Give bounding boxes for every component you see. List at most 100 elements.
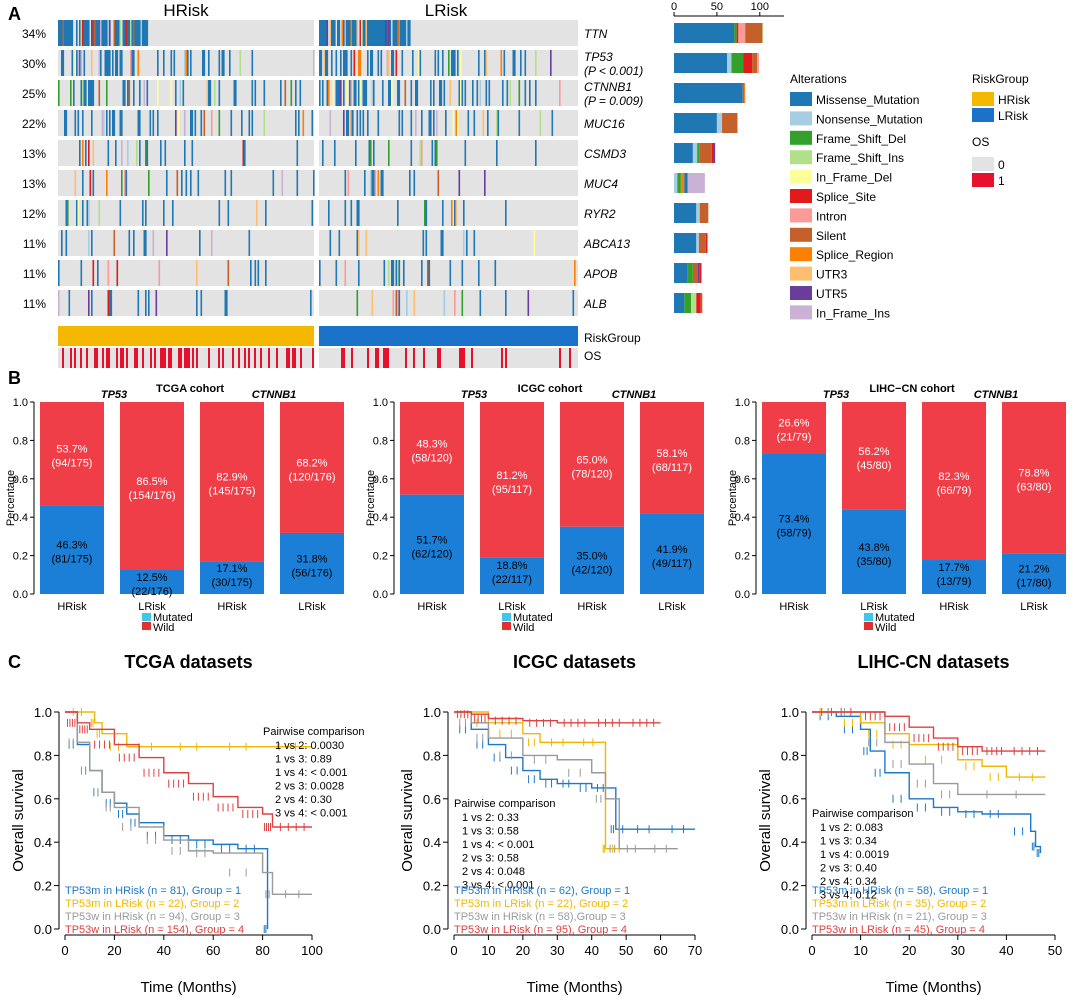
mutation-mark: [166, 170, 168, 196]
os-event-mark: [312, 348, 314, 368]
mutation-mark: [106, 50, 108, 76]
x-category-label: LRisk: [138, 601, 166, 613]
os-track-label: OS: [584, 349, 601, 363]
mutation-mark: [380, 50, 383, 76]
wild-frac-label: (78/120): [572, 468, 613, 480]
mutation-mark: [248, 110, 251, 136]
os-swatch: [972, 157, 994, 171]
wild-pct-label: 53.7%: [56, 444, 87, 456]
mutation-mark: [374, 20, 377, 46]
mutation-mark: [218, 110, 221, 136]
mutation-mark: [139, 80, 141, 106]
mutation-mark: [358, 50, 360, 76]
mutation-mark: [391, 260, 393, 286]
mutation-mark: [218, 80, 221, 106]
y-tick-label: 0.8: [13, 435, 28, 447]
mutation-mark: [355, 20, 357, 46]
y-tick-label: 1.0: [781, 705, 799, 720]
mutation-mark: [412, 50, 414, 76]
mutation-mark: [104, 50, 107, 76]
mutation-mark: [160, 140, 162, 166]
lrisk-row-bg: [319, 140, 578, 166]
riskgroup-label: HRisk: [998, 93, 1031, 107]
os-event-mark: [70, 348, 72, 368]
mutation-mark: [478, 50, 480, 76]
x-tick-label: 20: [516, 943, 530, 958]
pairwise-line: 2 vs 4: 0.048: [462, 866, 525, 878]
os-event-mark: [437, 348, 439, 368]
wild-bar: [1002, 402, 1066, 554]
mutation-mark: [128, 80, 131, 106]
mutation-mark: [190, 50, 192, 76]
mutation-mark: [233, 80, 236, 106]
panel-a-label: A: [8, 4, 21, 24]
mutation-mark: [91, 50, 93, 76]
mutation-mark: [155, 290, 158, 316]
mutation-mark: [131, 50, 134, 76]
mutation-mark: [338, 80, 341, 106]
mutation-mark: [461, 290, 464, 316]
y-axis-label: Percentage: [5, 470, 17, 526]
os-event-mark: [192, 348, 194, 368]
os-event-mark: [377, 348, 379, 368]
os-event-mark: [164, 348, 166, 368]
alteration-swatch: [790, 305, 812, 320]
os-track-bg-l: [319, 348, 578, 368]
mutation-mark: [365, 80, 368, 106]
mutation-mark: [209, 80, 212, 106]
mutation-mark: [371, 170, 374, 196]
cohort-title: ICGC cohort: [518, 383, 583, 395]
mutation-mark: [97, 20, 99, 46]
os-event-mark: [136, 348, 138, 368]
mutation-mark: [346, 20, 348, 46]
mutation-mark: [137, 290, 140, 316]
mutation-mark: [64, 110, 66, 136]
mutation-mark: [239, 50, 242, 76]
mutation-mark: [187, 50, 189, 76]
mutation-mark: [359, 20, 362, 46]
mutation-mark: [370, 50, 372, 76]
mutation-mark: [110, 290, 113, 316]
os-event-mark: [461, 348, 463, 368]
mutation-mark: [176, 170, 179, 196]
pairwise-title: Pairwise comparison: [812, 808, 913, 820]
os-event-mark: [188, 348, 190, 368]
mutation-mark: [83, 20, 86, 46]
x-tick-label: 10: [481, 943, 495, 958]
mutation-mark: [281, 170, 284, 196]
mutation-mark: [401, 50, 404, 76]
mutation-mark: [386, 50, 389, 76]
mutation-mark: [149, 110, 152, 136]
mutation-mark: [388, 20, 390, 46]
x-tick-label: 80: [255, 943, 269, 958]
mutation-mark: [340, 50, 342, 76]
mutation-mark: [476, 80, 479, 106]
mutation-mark: [338, 230, 341, 256]
mutation-mark: [145, 230, 147, 256]
mutation-mark: [97, 260, 99, 286]
mutation-mark: [535, 140, 537, 166]
mutation-mark: [91, 290, 93, 316]
mutation-mark: [211, 110, 213, 136]
pairwise-line: 2 vs 3: 0.0028: [275, 781, 344, 793]
mutation-mark: [106, 170, 108, 196]
os-event-mark: [300, 348, 302, 368]
os-event-mark: [108, 348, 110, 368]
alteration-swatch: [790, 150, 812, 165]
y-tick-label: 1.0: [373, 397, 388, 409]
pairwise-line: 2 vs 3: 0.58: [462, 853, 519, 865]
os-label: 0: [998, 158, 1005, 172]
mutation-mark: [398, 290, 401, 316]
os-event-mark: [150, 348, 152, 368]
mutated-bar: [280, 532, 344, 594]
mutation-mark: [524, 80, 527, 106]
wild-frac-label: (58/120): [412, 452, 453, 464]
x-axis-label: Time (Months): [526, 979, 622, 996]
count-bar-segment: [713, 143, 716, 163]
pairwise-line: 1 vs 3: 0.34: [820, 836, 877, 848]
mutation-mark: [112, 50, 114, 76]
mutation-mark: [350, 20, 353, 46]
mutation-mark: [472, 80, 474, 106]
wild-pct-label: 48.3%: [416, 438, 447, 450]
mutation-mark: [61, 50, 63, 76]
